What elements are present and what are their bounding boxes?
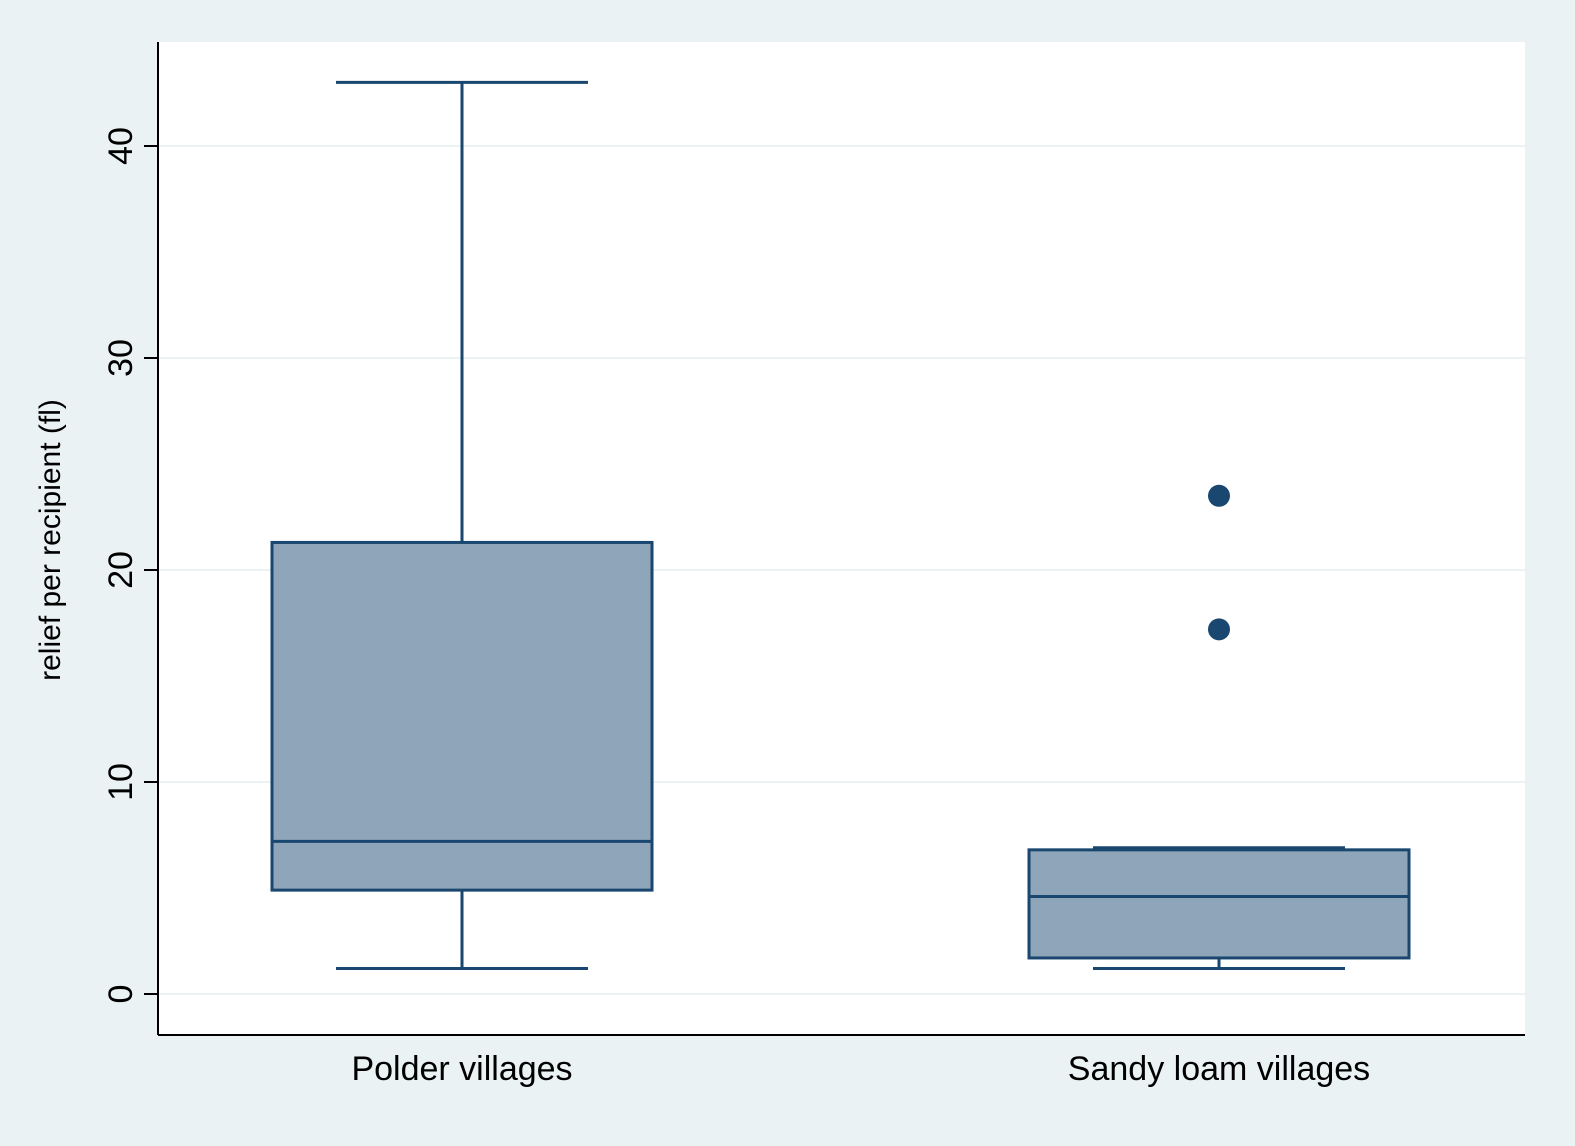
y-tick-label-40: 40 [102,127,140,165]
box-group-2 [1027,484,1411,971]
x-category-label-2: Sandy loam villages [1068,1050,1370,1088]
outlier-point [1208,618,1230,641]
y-tick-label-30: 30 [102,339,140,377]
outlier-point [1208,484,1230,507]
x-category-label-1: Polder villages [351,1050,572,1088]
box-group-1 [270,80,654,971]
y-tick-label-10: 10 [102,763,140,801]
y-ticks: 0 10 20 30 40 [102,127,158,1003]
y-tick-label-20: 20 [102,551,140,589]
boxes [270,80,1411,971]
gridlines [158,145,1525,995]
y-tick-label-0: 0 [102,985,140,1004]
iqr-box [270,540,654,892]
x-labels: Polder villages Sandy loam villages [351,1050,1370,1088]
y-axis-title: relief per recipient (fl) [34,399,67,681]
iqr-box [1027,848,1411,960]
